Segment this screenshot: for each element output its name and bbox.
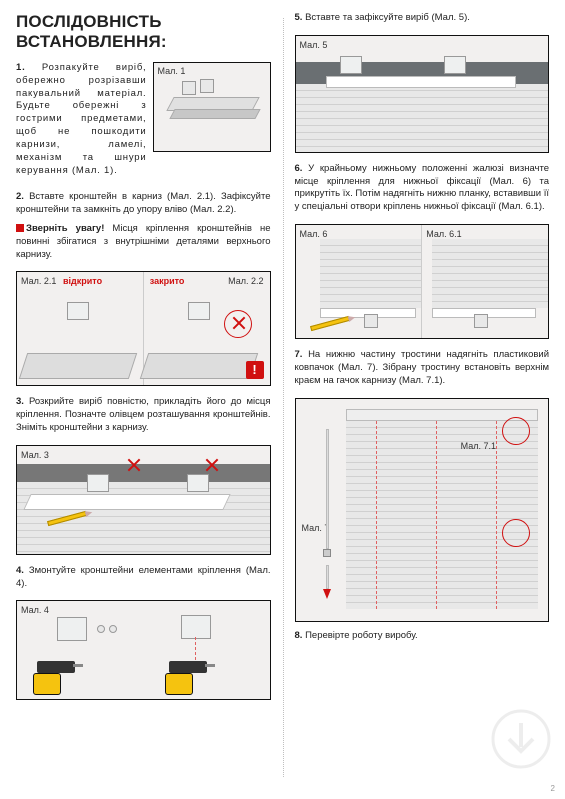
figure-3-label: Мал. 3 [21,450,49,460]
figure-5: Мал. 5 [295,35,550,153]
page-title: ПОСЛІДОВНІСТЬ ВСТАНОВЛЕННЯ: [16,12,271,52]
figure-6-label: Мал. 6 [300,229,328,239]
step-4: 4. Змонтуйте кронштейни елементами кріпл… [16,565,271,591]
left-column: ПОСЛІДОВНІСТЬ ВСТАНОВЛЕННЯ: 1. Розпакуйт… [0,0,283,799]
figure-1-label: Мал. 1 [158,66,186,76]
step-3: 3. Розкрийте виріб повністю, прикладіть … [16,396,271,434]
alert-badge: ! [246,361,264,379]
step-2: 2. Вставте кронштейн в карниз (Мал. 2.1)… [16,191,271,217]
figure-6: Мал. 6 Мал. 6.1 [295,224,550,339]
step-2-warning: Зверніть увагу! Місця кріплення кронштей… [16,223,271,261]
warning-icon [16,224,24,232]
drill-icon [33,661,79,695]
figure-5-label: Мал. 5 [300,40,328,50]
label-closed: закрито [150,276,185,286]
label-open: відкрито [63,276,102,286]
step-5: 5. Вставте та зафіксуйте виріб (Мал. 5). [295,12,550,25]
page-number: 2 [551,784,555,793]
step-1: 1. Розпакуйте виріб, обережно розрізавши… [16,62,147,177]
watermark-download-icon [491,709,551,769]
figure-7: Мал. 7.1 Мал. 7 [295,398,550,622]
drill-icon [165,661,211,695]
figure-4-label: Мал. 4 [21,605,49,615]
figure-61-label: Мал. 6.1 [426,229,461,239]
figure-21-label: Мал. 2.1 [21,276,56,286]
right-column: 5. Вставте та зафіксуйте виріб (Мал. 5).… [283,0,565,799]
figure-22-label: Мал. 2.2 [228,276,263,286]
step-8: 8. Перевірте роботу виробу. [295,630,550,643]
figure-1: Мал. 1 [153,62,271,152]
figure-71-label: Мал. 7.1 [461,441,496,451]
step-7: 7. На нижню частину тростини надягніть п… [295,349,550,387]
step-6: 6. У крайньому нижньому положенні жалюзі… [295,163,550,214]
figure-4: Мал. 4 [16,600,271,700]
column-divider [283,18,284,777]
figure-3: Мал. 3 [16,445,271,555]
figure-2: Мал. 2.1 відкрито закрито Мал. 2.2 ! [16,271,271,386]
step1-row: 1. Розпакуйте виріб, обережно розрізавши… [16,62,271,183]
